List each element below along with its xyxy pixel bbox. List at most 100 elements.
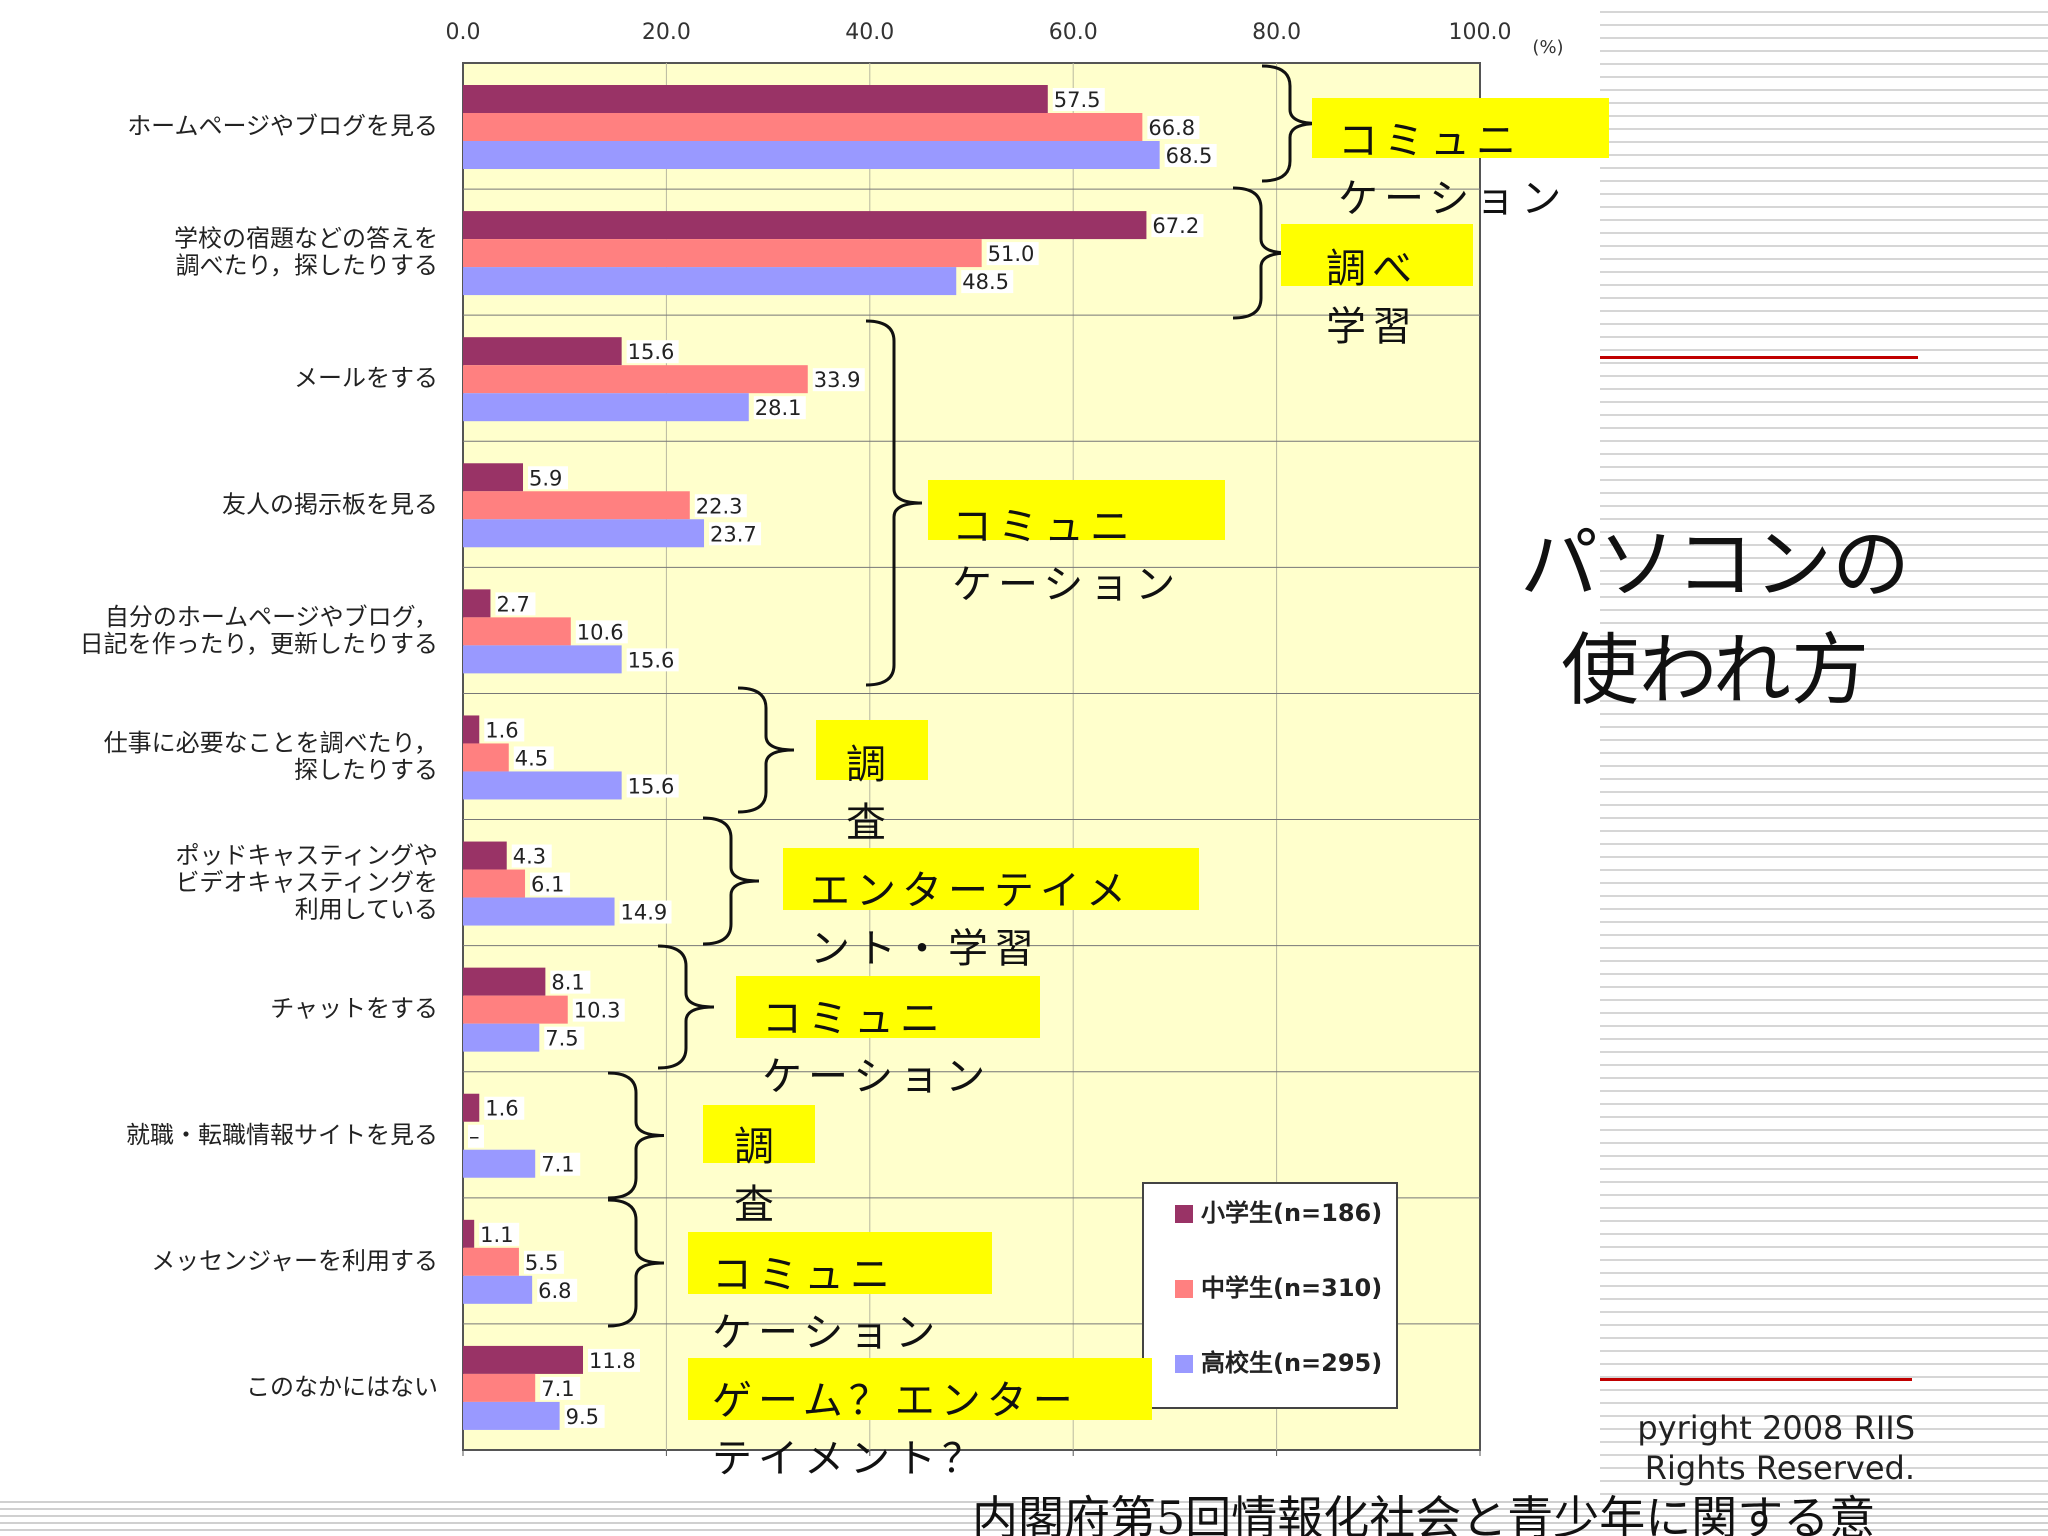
value-label: 5.9	[529, 466, 562, 490]
bar	[463, 1275, 533, 1304]
legend-swatch	[1175, 1355, 1193, 1373]
value-label: 1.1	[480, 1223, 513, 1247]
x-tick-label: 100.0	[1449, 20, 1512, 45]
legend-label: 中学生(n=310)	[1201, 1274, 1382, 1302]
value-label-bg	[588, 1348, 641, 1372]
highlight-box	[1312, 98, 1609, 158]
source-caption: 内閣府第5回情報化社会と青少年に関する意	[972, 1491, 1876, 1536]
bar	[463, 1401, 560, 1430]
x-tick-label: 0.0	[446, 20, 481, 45]
bar	[463, 645, 622, 674]
value-label-bg	[572, 998, 625, 1022]
value-label-bg	[511, 844, 552, 868]
bar-chart: 0.0 20.0 40.0 60.0 80.0 100.0 (%) ホームページやブログを見る…	[80, 20, 1564, 1456]
annotation-label-line: ケーション	[1338, 176, 1568, 222]
value-label-bg	[544, 1026, 585, 1050]
bar	[463, 589, 491, 618]
annotation-label: ゲーム？エンター テイメント？	[712, 1372, 1079, 1488]
background-stripes	[1598, 0, 2048, 1536]
annotation-label-line: 調	[846, 742, 892, 788]
annotation-label-line: ゲーム？エンター	[712, 1378, 1079, 1424]
category-label-line: 仕事に必要なことを調べたり，	[104, 729, 438, 757]
bar	[463, 1149, 536, 1178]
value-label: 22.3	[696, 494, 743, 518]
bar	[463, 141, 1160, 169]
annotation-label: エンターテイメ ント・学習	[810, 862, 1132, 978]
x-tick-label: 40.0	[845, 20, 894, 45]
category-label-line: 探したりする	[294, 756, 438, 784]
category-label: 自分のホームページやブログ，日記を作ったり，更新したりする	[80, 603, 438, 658]
value-label: 8.1	[551, 971, 584, 995]
category-label-line: ビデオキャスティングを	[175, 869, 438, 897]
value-label: 33.9	[814, 368, 861, 392]
value-label-bg	[523, 1250, 564, 1274]
highlight-box	[736, 976, 1040, 1038]
value-label: 6.1	[531, 873, 564, 897]
annotation-label-line: コミュニ	[762, 996, 946, 1042]
grouping-brace	[607, 1198, 665, 1328]
value-label: 51.0	[988, 242, 1035, 266]
grouping-brace	[865, 319, 923, 687]
grouping-brace	[657, 944, 715, 1070]
annotation-label-line: 調	[734, 1124, 780, 1170]
value-label: 57.5	[1054, 88, 1101, 112]
value-label: 68.5	[1166, 144, 1213, 168]
category-label-line: 日記を作ったり，更新したりする	[80, 630, 438, 658]
bar	[463, 491, 690, 520]
legend-label: 高校生(n=295)	[1201, 1349, 1382, 1377]
value-label-bg	[550, 970, 591, 994]
value-label: –	[469, 1125, 480, 1149]
highlight-box	[928, 480, 1225, 540]
bar	[463, 1219, 475, 1248]
value-label-bg	[986, 242, 1039, 266]
annotation-label-line: コミュニ	[952, 504, 1136, 550]
value-label: 4.5	[515, 746, 548, 770]
bar	[463, 869, 526, 898]
bar	[463, 771, 622, 800]
bar	[463, 85, 1048, 113]
value-label-bg	[537, 1278, 578, 1302]
category-label: 学校の宿題などの答えを調べたり，探したりする	[174, 225, 438, 280]
x-tick-label: 20.0	[642, 20, 691, 45]
category-label-line: 学校の宿題などの答えを	[174, 225, 438, 253]
value-label-bg	[468, 1124, 484, 1148]
bar	[463, 365, 808, 394]
bar	[463, 1247, 519, 1276]
grouping-brace	[737, 686, 795, 814]
category-label-line: 友人の掲示板を見る	[222, 490, 438, 518]
value-label-bg	[479, 1222, 520, 1246]
category-label-line: チャットをする	[270, 995, 438, 1023]
value-label: 7.1	[541, 1153, 574, 1177]
copyright-line-1: pyright 2008 RIIS	[1637, 1409, 1915, 1447]
value-label: 48.5	[962, 270, 1009, 294]
annotation-label-line: 査	[846, 800, 892, 846]
highlight-box	[783, 848, 1199, 910]
legend-swatch	[1175, 1205, 1193, 1223]
category-label: このなかにはない	[246, 1373, 438, 1401]
value-label: 28.1	[755, 396, 802, 420]
value-label: 66.8	[1148, 116, 1195, 140]
bar	[463, 1345, 584, 1374]
highlight-box	[1281, 224, 1473, 286]
grouping-brace	[607, 1071, 665, 1200]
bar	[463, 393, 749, 422]
value-label-bg	[495, 592, 536, 616]
annotation-label-line: コミュニ	[712, 1252, 896, 1298]
bar	[463, 897, 615, 926]
category-label: 仕事に必要なことを調べたり，探したりする	[104, 729, 438, 784]
value-label: 9.5	[566, 1405, 599, 1429]
annotation-label: コミュニ ケーション	[1338, 112, 1567, 228]
bar	[463, 967, 546, 996]
value-label: 7.5	[545, 1027, 578, 1051]
bar	[463, 617, 571, 646]
value-label: 4.3	[513, 845, 546, 869]
legend-swatch	[1175, 1280, 1193, 1298]
bar	[463, 1093, 480, 1122]
value-label-bg	[812, 368, 865, 392]
slide-title: パソコンの 使われ方	[1480, 512, 1950, 724]
bar	[463, 113, 1143, 141]
value-label-bg	[694, 494, 747, 518]
bar	[463, 715, 480, 744]
category-label: メッセンジャーを利用する	[151, 1247, 438, 1275]
value-label: 11.8	[589, 1349, 636, 1373]
